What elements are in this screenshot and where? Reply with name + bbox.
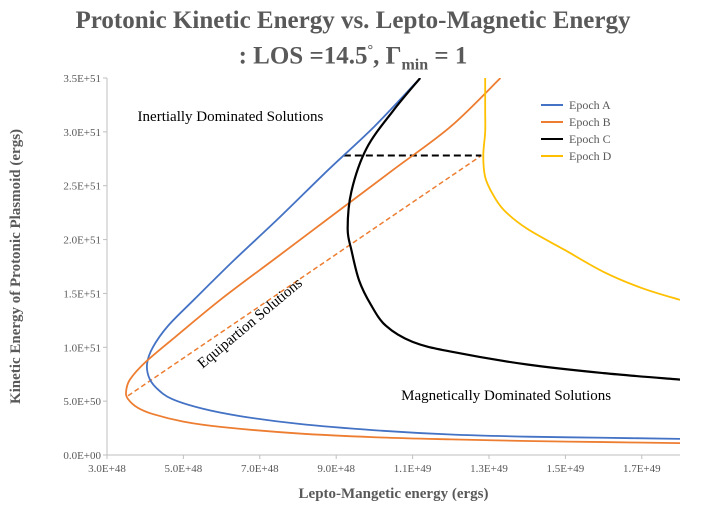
annotations: Inertially Dominated Solutions Magnetical… bbox=[138, 109, 612, 404]
y-tick-label-7: 3.5E+51 bbox=[63, 73, 101, 85]
legend-label-2: Epoch C bbox=[569, 132, 611, 146]
chart-title-line2: : LOS =14.5°, Γmin = 1 bbox=[0, 36, 706, 80]
equipartition-line bbox=[127, 154, 482, 397]
series-lines bbox=[125, 78, 680, 445]
x-tick-label-2: 7.0E+48 bbox=[241, 463, 279, 475]
x-tick-label-6: 1.5E+49 bbox=[547, 463, 585, 475]
y-tick-label-5: 2.5E+51 bbox=[63, 181, 101, 193]
y-tick-label-1: 5.0E+50 bbox=[63, 396, 101, 408]
y-tick-label-2: 1.0E+51 bbox=[63, 342, 101, 354]
y-tick-label-3: 1.5E+51 bbox=[63, 288, 101, 300]
legend-label-1: Epoch B bbox=[569, 115, 611, 129]
y-tick-label-0: 0.0E+00 bbox=[63, 450, 101, 462]
series-line-epoch-c bbox=[346, 78, 680, 381]
x-tick-label-7: 1.7E+49 bbox=[623, 463, 661, 475]
annotation-magnetic: Magnetically Dominated Solutions bbox=[401, 388, 611, 404]
series-line-epoch-d bbox=[482, 78, 680, 301]
y-axis-label: Kinetic Energy of Protonic Plasmoid (erg… bbox=[8, 129, 24, 404]
overlays bbox=[127, 154, 482, 397]
legend: Epoch A Epoch B Epoch C Epoch D bbox=[541, 98, 612, 163]
x-tick-label-4: 1.1E+49 bbox=[394, 463, 432, 475]
title-degree: ° bbox=[367, 43, 374, 58]
annotation-inertial: Inertially Dominated Solutions bbox=[138, 109, 324, 125]
title-gamma-value: = 1 bbox=[428, 42, 468, 70]
legend-label-3: Epoch D bbox=[569, 149, 612, 163]
x-tick-label-3: 9.0E+48 bbox=[317, 463, 355, 475]
title-los: : LOS =14.5 bbox=[238, 42, 368, 70]
y-tick-label-6: 3.0E+51 bbox=[63, 127, 101, 139]
series-line-epoch-b bbox=[125, 78, 680, 445]
chart-title-line1: Protonic Kinetic Energy vs. Lepto-Magnet… bbox=[75, 7, 631, 34]
axes: 3.0E+48 5.0E+48 7.0E+48 9.0E+48 1.1E+49 1.3E+… bbox=[63, 73, 680, 475]
title-gamma-sub: min bbox=[401, 56, 429, 74]
series-line-epoch-a bbox=[146, 78, 680, 440]
title-gamma: , Γ bbox=[373, 42, 402, 70]
x-axis-label: Lepto-Mangetic energy (ergs) bbox=[299, 486, 489, 502]
y-tick-label-4: 2.0E+51 bbox=[63, 235, 101, 247]
chart-title: Protonic Kinetic Energy vs. Lepto-Magnet… bbox=[0, 6, 706, 80]
x-tick-label-1: 5.0E+48 bbox=[165, 463, 203, 475]
legend-label-0: Epoch A bbox=[569, 98, 611, 112]
x-tick-label-0: 3.0E+48 bbox=[88, 463, 126, 475]
x-tick-label-5: 1.3E+49 bbox=[470, 463, 508, 475]
annotation-equipartition: Equipartion Solutions bbox=[195, 275, 306, 372]
